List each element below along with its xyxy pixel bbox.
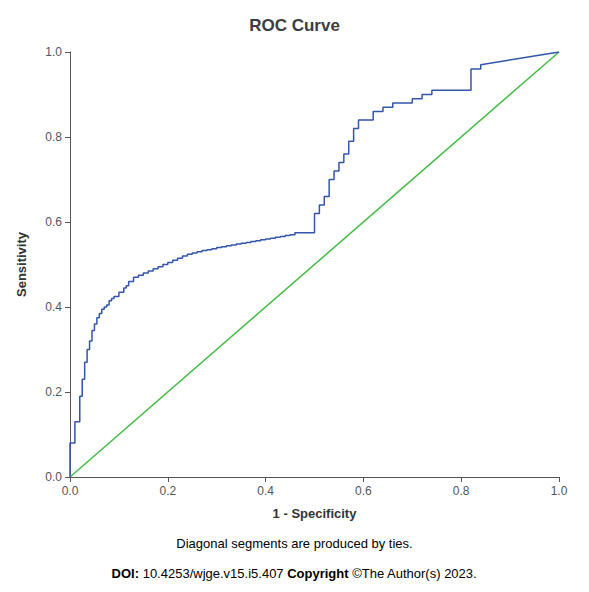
svg-text:0.4: 0.4 [45,300,62,314]
svg-text:1 - Specificity: 1 - Specificity [273,506,358,521]
svg-text:ROC Curve: ROC Curve [249,16,340,35]
svg-text:0.0: 0.0 [62,484,79,498]
svg-text:0.4: 0.4 [257,484,274,498]
svg-text:0.2: 0.2 [159,484,176,498]
svg-text:DOI:: DOI: [112,566,139,581]
svg-text:0.2: 0.2 [45,385,62,399]
svg-text:1.0: 1.0 [45,45,62,59]
svg-text:Sensitivity: Sensitivity [14,231,29,297]
svg-text:Copyright: Copyright [287,566,349,581]
svg-text:0.6: 0.6 [45,215,62,229]
svg-text:Diagonal segments are produced: Diagonal segments are produced by ties. [176,536,412,551]
svg-text:0.6: 0.6 [355,484,372,498]
svg-text:1.0: 1.0 [551,484,568,498]
svg-text:©The Author(s) 2023.: ©The Author(s) 2023. [352,566,476,581]
svg-text:0.0: 0.0 [45,470,62,484]
svg-text:0.8: 0.8 [45,130,62,144]
svg-text:10.4253/wjge.v15.i5.407: 10.4253/wjge.v15.i5.407 [143,566,284,581]
svg-text:0.8: 0.8 [453,484,470,498]
